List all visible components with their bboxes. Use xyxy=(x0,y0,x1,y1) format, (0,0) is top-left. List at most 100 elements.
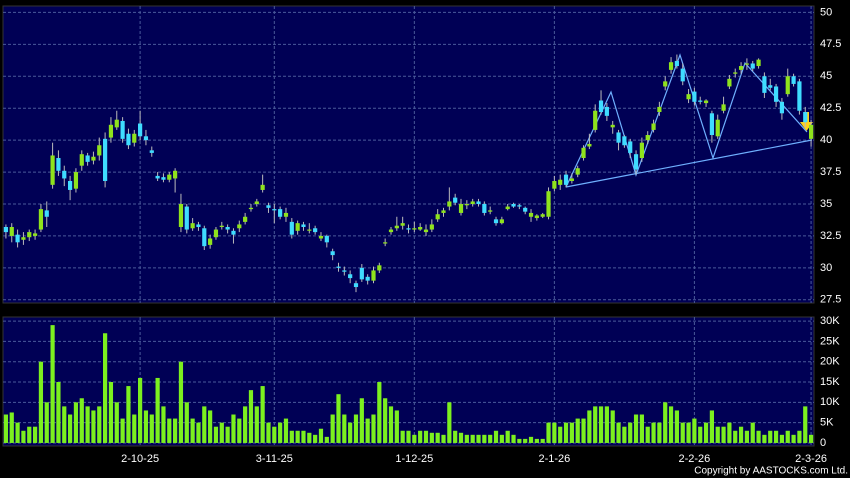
candle-body xyxy=(598,100,604,113)
candle-body xyxy=(499,219,504,224)
candle-body xyxy=(803,112,808,123)
volume-bar xyxy=(412,434,417,443)
candle-body xyxy=(377,265,382,271)
volume-bar xyxy=(418,430,423,443)
candle-body xyxy=(307,229,312,231)
volume-bar xyxy=(114,402,119,443)
volume-bar xyxy=(610,410,615,443)
volume-bar xyxy=(149,414,154,443)
candle-body xyxy=(639,142,644,159)
candle-body xyxy=(429,224,434,230)
volume-bar xyxy=(190,418,195,443)
candle-body xyxy=(114,119,119,128)
candle-body xyxy=(412,228,417,230)
candle-body xyxy=(108,124,114,138)
volume-bar xyxy=(353,414,359,443)
volume-bar xyxy=(248,390,254,443)
y-tick-label: 27.5 xyxy=(820,294,841,306)
candle-body xyxy=(593,110,598,130)
volume-bar xyxy=(254,406,259,443)
volume-tick-label: 10K xyxy=(820,396,840,408)
volume-bar xyxy=(266,422,271,443)
volume-bar xyxy=(138,377,143,443)
volume-bar xyxy=(50,325,55,443)
volume-bar xyxy=(528,436,534,443)
candle-body xyxy=(575,168,580,175)
volume-bar xyxy=(639,414,644,443)
volume-bar xyxy=(738,426,744,443)
candle-body xyxy=(9,226,14,236)
volume-bar xyxy=(97,406,102,443)
volume-bar xyxy=(85,406,90,443)
candle-body xyxy=(633,154,639,170)
candle-body xyxy=(779,101,785,114)
volume-bar xyxy=(219,422,224,443)
candle-body xyxy=(493,219,499,224)
candle-body xyxy=(336,266,341,268)
volume-bar xyxy=(272,426,277,443)
candle-body xyxy=(785,76,790,95)
volume-bar xyxy=(313,434,318,443)
candle-body xyxy=(645,135,650,141)
candle-body xyxy=(756,59,761,67)
candle-body xyxy=(388,229,394,233)
candle-body xyxy=(167,174,172,180)
candle-body xyxy=(622,136,627,146)
candle-body xyxy=(85,155,90,162)
candle-body xyxy=(773,86,779,102)
x-tick-label: 2-1-26 xyxy=(538,453,570,465)
volume-bar xyxy=(633,414,639,443)
candle-body xyxy=(103,138,108,182)
volume-bar xyxy=(132,414,137,443)
volume-bar xyxy=(663,402,668,443)
volume-bar xyxy=(108,382,114,443)
volume-bar xyxy=(435,432,440,443)
volume-bar xyxy=(703,422,709,443)
candle-body xyxy=(441,210,446,213)
candle-body xyxy=(38,209,44,230)
candle-body xyxy=(733,72,738,74)
volume-bar xyxy=(237,418,242,443)
candle-body xyxy=(278,209,283,217)
volume-bar xyxy=(733,430,738,443)
volume-bar xyxy=(721,426,726,443)
volume-bar xyxy=(575,418,580,443)
volume-bar xyxy=(651,422,656,443)
volume-bar xyxy=(808,434,814,443)
candle-body xyxy=(324,235,329,243)
volume-bar xyxy=(73,402,79,443)
volume-tick-label: 15K xyxy=(820,376,840,388)
candle-body xyxy=(348,274,353,279)
candle-body xyxy=(604,106,609,116)
volume-tick-label: 25K xyxy=(820,335,840,347)
volume-bar xyxy=(202,406,207,443)
volume-bar xyxy=(727,422,732,443)
volume-bar xyxy=(453,430,458,443)
candle-body xyxy=(132,133,137,143)
zigzag-line xyxy=(565,53,808,188)
candle-body xyxy=(476,201,481,204)
candle-body xyxy=(698,100,703,102)
candle-body xyxy=(219,225,224,227)
volume-bar xyxy=(324,436,329,443)
candle-body xyxy=(173,170,178,179)
candle-body xyxy=(406,228,411,230)
candle-body xyxy=(750,63,755,69)
y-tick-label: 45 xyxy=(820,70,832,82)
volume-bar xyxy=(604,406,609,443)
candle-body xyxy=(744,63,750,65)
volume-bar xyxy=(394,410,399,443)
candle-body xyxy=(686,94,691,100)
candle-body xyxy=(762,76,767,93)
volume-tick-label: 5K xyxy=(820,417,834,429)
x-tick-label: 1-12-25 xyxy=(395,453,433,465)
volume-bar xyxy=(493,430,499,443)
x-tick-label: 2-10-25 xyxy=(121,453,159,465)
volume-bar xyxy=(523,438,528,443)
candle-body xyxy=(709,113,714,136)
y-tick-label: 35 xyxy=(820,198,832,210)
volume-bar xyxy=(540,438,545,443)
y-tick-label: 37.5 xyxy=(820,166,841,178)
candle-body xyxy=(587,143,592,147)
candle-body xyxy=(21,237,26,240)
